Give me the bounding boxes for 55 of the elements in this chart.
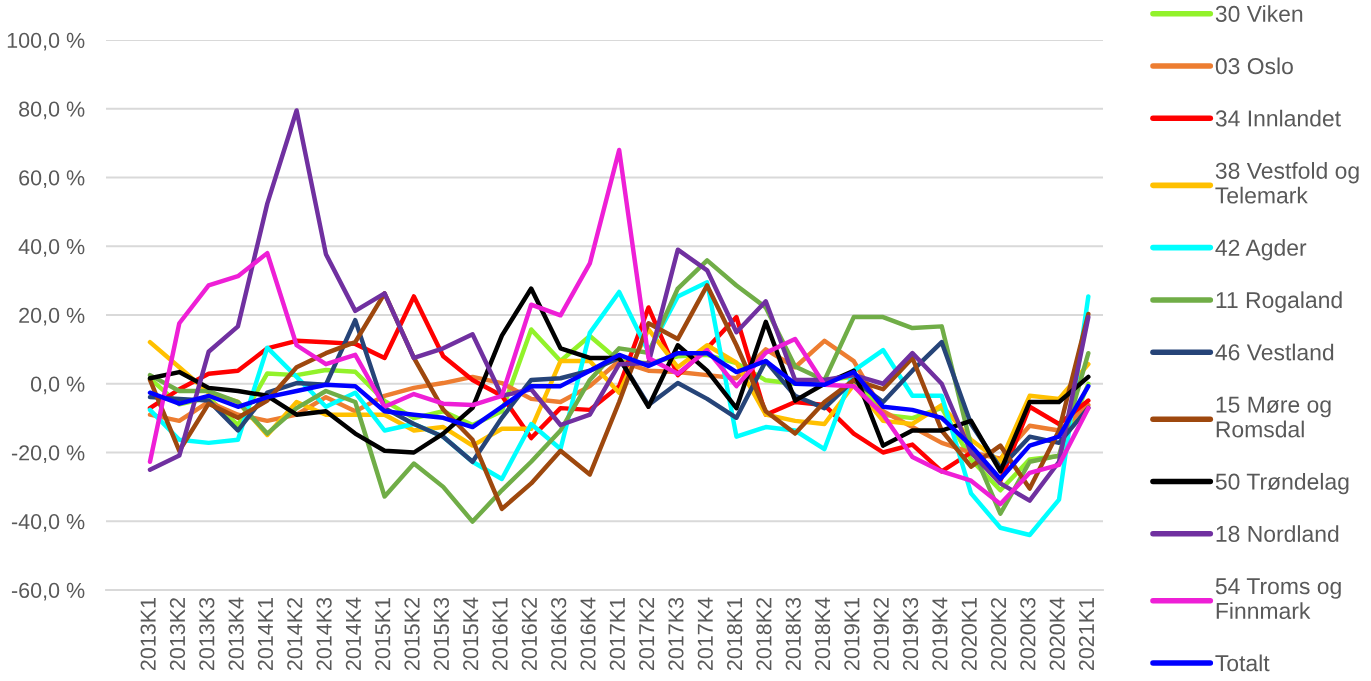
x-tick-label: 2020K1: [961, 597, 977, 671]
x-tick-label: 2019K1: [844, 597, 860, 671]
legend-label: 03 Oslo: [1215, 57, 1293, 75]
x-tick-label: 2019K2: [873, 598, 889, 671]
y-tick-label: 20,0 %: [19, 307, 85, 326]
x-tick-label: 2017K2: [639, 598, 655, 671]
x-tick-label: 2013K2: [169, 598, 186, 671]
x-tick-label: 2021K1: [1078, 597, 1095, 671]
x-tick-label: 2015K1: [375, 597, 391, 671]
legend-label: Totalt: [1215, 654, 1270, 672]
x-tick-label: 2014K4: [345, 597, 362, 671]
x-tick-label: 2019K4: [932, 597, 948, 671]
line-series: [147, 350, 1091, 482]
x-tick-label: 2020K3: [1020, 597, 1036, 671]
y-tick-label: 100,0 %: [7, 32, 85, 51]
x-tick-label: 2014K3: [316, 597, 332, 671]
y-tick-label: 80,0 %: [19, 101, 85, 120]
x-tick-label: 2020K2: [990, 598, 1007, 671]
x-tick-label: 2020K4: [1049, 597, 1065, 671]
x-tick-label: 2014K2: [287, 598, 303, 671]
x-tick-label: 2013K1: [140, 597, 156, 671]
y-tick-label: 0,0 %: [30, 376, 85, 395]
x-tick-label: 2018K1: [726, 597, 743, 671]
x-tick-label: 2019K3: [902, 597, 919, 671]
x-tick-label: 2018K4: [814, 597, 831, 671]
x-tick-label: 2015K4: [463, 597, 479, 671]
y-tick-label: -40,0 %: [11, 514, 85, 532]
legend-label: 11 Rogaland: [1216, 291, 1342, 313]
legend-label: 18 Nordland: [1216, 525, 1339, 543]
x-tick-label: 2016K2: [521, 598, 537, 671]
y-tick-label: 60,0 %: [19, 170, 85, 189]
x-tick-label: 2017K1: [609, 597, 625, 671]
x-tick-label: 2016K4: [580, 597, 596, 671]
x-tick-label: 2018K2: [756, 598, 772, 671]
x-tick-label: 2016K1: [492, 597, 508, 671]
y-tick-label: -20,0 %: [11, 445, 85, 464]
legend-label: 38 Vestfold og Telemark: [1215, 162, 1359, 204]
y-tick-label: 40,0 %: [18, 239, 85, 257]
legend-label: 34 Innlandet: [1215, 109, 1341, 127]
y-tick-label: -60,0 %: [11, 582, 85, 601]
legend-label: 50 Trøndelag: [1215, 472, 1349, 495]
x-tick-label: 2013K3: [199, 597, 215, 671]
legend-label: 54 Troms og Finnmark: [1215, 578, 1341, 620]
legend-label: 15 Møre og Romsdal: [1216, 396, 1331, 438]
x-tick-label: 2015K3: [433, 597, 449, 671]
x-tick-label: 2017K4: [697, 597, 713, 671]
x-tick-label: 2017K3: [668, 597, 684, 671]
x-tick-label: 2016K3: [551, 597, 567, 671]
x-tick-label: 2015K2: [404, 598, 420, 671]
legend-label: 46 Vestland: [1215, 343, 1334, 361]
x-tick-label: 2014K1: [257, 597, 274, 671]
legend-label: 30 Viken: [1215, 5, 1303, 22]
legend-label: 42 Agder: [1215, 239, 1307, 261]
x-tick-label: 2018K3: [785, 597, 801, 671]
x-tick-label: 2013K4: [228, 597, 244, 671]
